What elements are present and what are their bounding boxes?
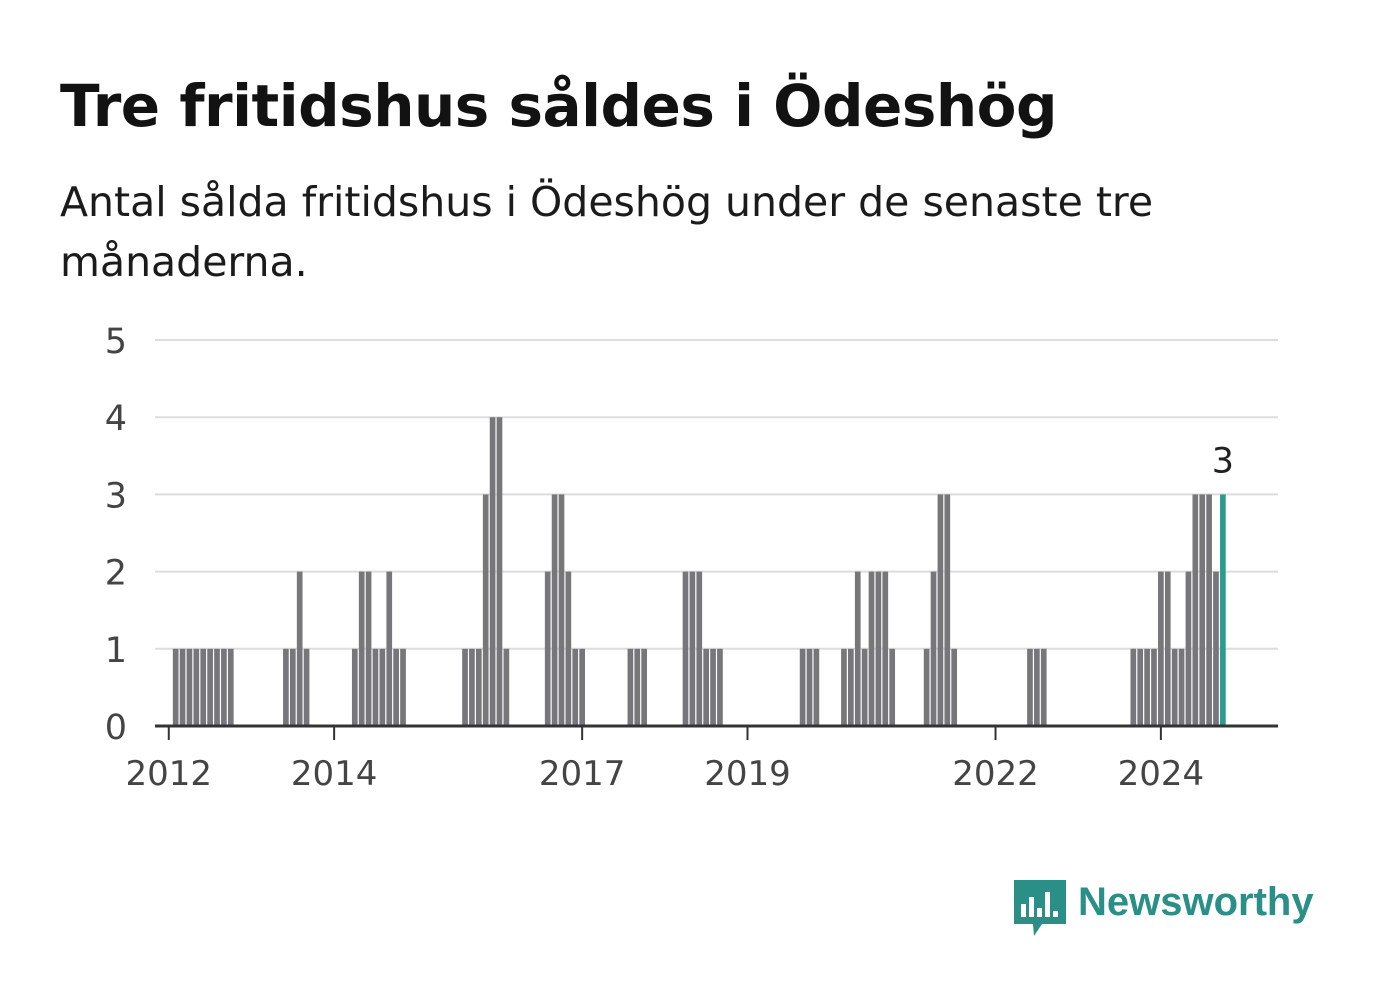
bar bbox=[290, 649, 296, 726]
bar bbox=[1172, 649, 1178, 726]
bar bbox=[1158, 572, 1164, 726]
bar bbox=[359, 572, 365, 726]
bar bbox=[1041, 649, 1047, 726]
bar bbox=[944, 494, 950, 726]
bar bbox=[504, 649, 510, 726]
bar bbox=[545, 572, 551, 726]
bar bbox=[882, 572, 888, 726]
bar bbox=[476, 649, 482, 726]
x-tick-label: 2024 bbox=[1118, 754, 1205, 794]
bar bbox=[1034, 649, 1040, 726]
bar bbox=[951, 649, 957, 726]
bar bbox=[889, 649, 895, 726]
newsworthy-bar-chart-icon bbox=[1010, 878, 1070, 940]
bar bbox=[696, 572, 702, 726]
x-tick-label: 2017 bbox=[539, 754, 626, 794]
bar bbox=[1199, 494, 1205, 726]
brand-name: Newsworthy bbox=[1078, 880, 1314, 925]
bar bbox=[214, 649, 220, 726]
bar bbox=[841, 649, 847, 726]
gridlines bbox=[155, 340, 1278, 649]
bar bbox=[352, 649, 358, 726]
bar bbox=[634, 649, 640, 726]
bar bbox=[207, 649, 213, 726]
y-tick-label: 2 bbox=[105, 554, 127, 594]
bar bbox=[628, 649, 634, 726]
bar bbox=[462, 649, 468, 726]
bar bbox=[641, 649, 647, 726]
bar bbox=[924, 649, 930, 726]
bar bbox=[297, 572, 303, 726]
bar bbox=[380, 649, 386, 726]
y-tick-label: 1 bbox=[105, 631, 127, 671]
bar bbox=[1165, 572, 1171, 726]
bar bbox=[400, 649, 406, 726]
bar bbox=[180, 649, 186, 726]
x-tick-label: 2012 bbox=[126, 754, 213, 794]
bar bbox=[848, 649, 854, 726]
bar bbox=[1130, 649, 1136, 726]
bar bbox=[1179, 649, 1185, 726]
bar bbox=[386, 572, 392, 726]
bar bbox=[366, 572, 372, 726]
bar bbox=[559, 494, 565, 726]
bar bbox=[1144, 649, 1150, 726]
bar bbox=[228, 649, 234, 726]
bar bbox=[855, 572, 861, 726]
bar bbox=[373, 649, 379, 726]
bar bbox=[1213, 572, 1219, 726]
highlight-data-label: 3 bbox=[1212, 441, 1234, 481]
x-tick-label: 2014 bbox=[291, 754, 378, 794]
bar bbox=[717, 649, 723, 726]
bar bbox=[221, 649, 227, 726]
newsworthy-logo: Newsworthy bbox=[1010, 878, 1330, 942]
bar bbox=[1206, 494, 1212, 726]
bar bbox=[814, 649, 820, 726]
bar bbox=[869, 572, 875, 726]
bar bbox=[552, 494, 558, 726]
bar bbox=[862, 649, 868, 726]
bar bbox=[807, 649, 813, 726]
bar-chart: 0 1 2 3 4 5 2012 2014 2017 2019 2022 2024 3 bbox=[0, 0, 1382, 999]
bar bbox=[572, 649, 578, 726]
bar bbox=[1151, 649, 1157, 726]
y-tick-label: 4 bbox=[105, 399, 127, 439]
bar bbox=[690, 572, 696, 726]
bar bbox=[304, 649, 310, 726]
bar bbox=[187, 649, 193, 726]
bar bbox=[579, 649, 585, 726]
bar bbox=[703, 649, 709, 726]
x-tick-label: 2019 bbox=[704, 754, 791, 794]
bar bbox=[938, 494, 944, 726]
bar bbox=[683, 572, 689, 726]
bar bbox=[200, 649, 206, 726]
bar bbox=[800, 649, 806, 726]
y-tick-label: 3 bbox=[105, 476, 127, 516]
bar bbox=[1137, 649, 1143, 726]
bar bbox=[497, 417, 503, 726]
bar bbox=[483, 494, 489, 726]
y-axis-ticks: 0 1 2 3 4 5 bbox=[105, 322, 127, 748]
bar bbox=[931, 572, 937, 726]
x-tick-label: 2022 bbox=[952, 754, 1039, 794]
y-tick-label: 5 bbox=[105, 322, 127, 362]
bar bbox=[1192, 494, 1198, 726]
bar bbox=[566, 572, 572, 726]
bar bbox=[193, 649, 199, 726]
data-labels: 3 bbox=[1212, 441, 1234, 481]
y-tick-label: 0 bbox=[105, 708, 127, 748]
bar bbox=[710, 649, 716, 726]
x-axis: 2012 2014 2017 2019 2022 2024 bbox=[126, 726, 1278, 794]
bar bbox=[1027, 649, 1033, 726]
bar bbox=[173, 649, 179, 726]
bar-highlight bbox=[1220, 494, 1226, 726]
bar bbox=[876, 572, 882, 726]
bar bbox=[393, 649, 399, 726]
bar bbox=[490, 417, 496, 726]
bar bbox=[283, 649, 289, 726]
bar bbox=[469, 649, 475, 726]
bar bbox=[1186, 572, 1192, 726]
